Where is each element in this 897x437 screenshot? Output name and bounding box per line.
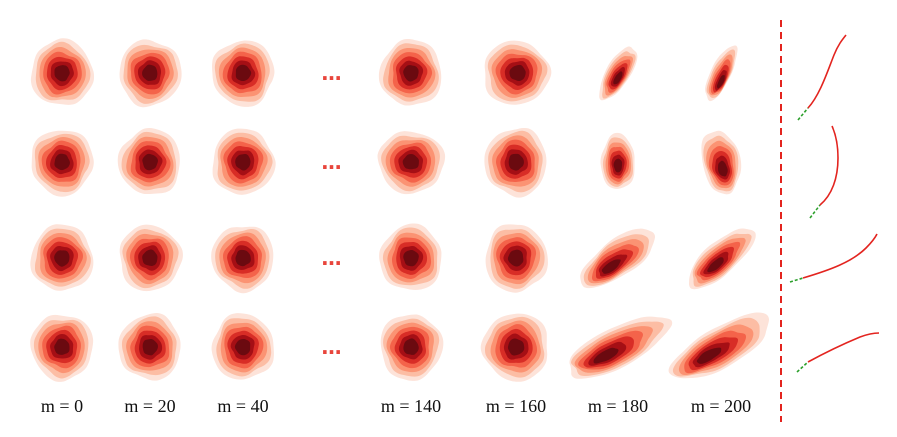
density-r4-c4 xyxy=(380,314,444,381)
trajectory-path-segment xyxy=(802,233,878,279)
density-r1-c7 xyxy=(705,45,738,102)
trajectory-path-segment xyxy=(819,125,839,206)
contour-level-7 xyxy=(235,64,252,82)
density-r3-c7 xyxy=(689,228,756,290)
density-r2-c1 xyxy=(31,130,94,197)
contour-level-7 xyxy=(508,153,524,171)
density-r2-c6 xyxy=(600,132,635,189)
label-m160: m = 160 xyxy=(485,396,547,416)
density-r3-c4 xyxy=(379,223,442,290)
density-r4-c6 xyxy=(569,316,673,379)
label-m140: m = 140 xyxy=(380,396,442,416)
density-r2-c3 xyxy=(212,128,276,195)
contour-level-7 xyxy=(54,153,70,171)
contour-level-7 xyxy=(507,249,524,267)
contour-level-7 xyxy=(54,65,70,82)
trajectory-3 xyxy=(789,233,878,283)
density-r2-c2 xyxy=(117,127,180,195)
contour-level-7 xyxy=(716,75,725,89)
label-m180: m = 180 xyxy=(587,396,649,416)
contour-level-7 xyxy=(613,71,623,85)
label-m40: m = 40 xyxy=(217,396,269,416)
contour-level-7 xyxy=(235,154,251,171)
density-r3-c3 xyxy=(211,226,274,294)
trajectory-start-segment xyxy=(809,204,821,219)
density-r3-c5 xyxy=(485,224,548,293)
contour-level-7 xyxy=(707,257,724,273)
label-m0: m = 0 xyxy=(40,396,84,416)
contour-level-7 xyxy=(509,64,526,82)
contour-level-7 xyxy=(403,250,419,267)
contour-level-7 xyxy=(403,65,419,82)
density-r2-c7 xyxy=(701,130,742,195)
contour-level-7 xyxy=(507,338,525,356)
density-r1-c5 xyxy=(484,40,552,105)
density-r1-c1 xyxy=(30,38,95,105)
density-r1-c6 xyxy=(599,46,638,101)
trajectory-path-segment xyxy=(807,332,880,363)
density-r3-c1 xyxy=(30,224,94,291)
contour-level-7 xyxy=(142,153,158,171)
contour-level-7 xyxy=(593,347,619,364)
density-r4-c3 xyxy=(211,313,274,380)
density-r2-c5 xyxy=(484,128,547,198)
contour-level-7 xyxy=(235,249,251,267)
trajectory-start-segment xyxy=(789,277,804,283)
contour-level-7 xyxy=(613,158,623,173)
contour-level-7 xyxy=(234,339,251,356)
density-r1-c4 xyxy=(378,39,442,106)
label-m20: m = 20 xyxy=(124,396,176,416)
density-r3-c2 xyxy=(119,224,183,292)
contour-level-7 xyxy=(403,338,419,355)
ellipsis-row-4: … xyxy=(321,335,343,359)
density-r4-c5 xyxy=(480,313,548,382)
trajectory-path-segment xyxy=(807,34,847,109)
contour-level-7 xyxy=(696,347,722,364)
density-r4-c2 xyxy=(118,312,181,381)
trajectory-4 xyxy=(796,332,880,373)
label-m200: m = 200 xyxy=(690,396,752,416)
density-r1-c2 xyxy=(119,39,182,108)
trajectory-start-segment xyxy=(797,107,809,121)
contour-level-7 xyxy=(54,250,70,267)
contour-level-7 xyxy=(142,339,158,356)
density-r1-c3 xyxy=(211,40,275,107)
density-r4-c1 xyxy=(30,314,94,382)
contour-level-7 xyxy=(402,154,419,170)
trajectory-2 xyxy=(809,125,839,219)
trajectory-start-segment xyxy=(796,361,809,373)
contour-level-7 xyxy=(601,259,621,274)
density-r2-c4 xyxy=(377,131,446,195)
density-r3-c6 xyxy=(580,228,656,289)
contour-level-7 xyxy=(142,64,158,81)
trajectory-1 xyxy=(797,34,847,121)
contour-level-7 xyxy=(142,249,158,266)
ellipsis-row-3: … xyxy=(321,246,343,270)
ellipsis-row-1: … xyxy=(321,61,343,85)
contour-level-7 xyxy=(718,160,728,177)
density-r4-c7 xyxy=(668,312,770,379)
contour-level-7 xyxy=(54,338,70,355)
ellipsis-row-2: … xyxy=(321,150,343,174)
